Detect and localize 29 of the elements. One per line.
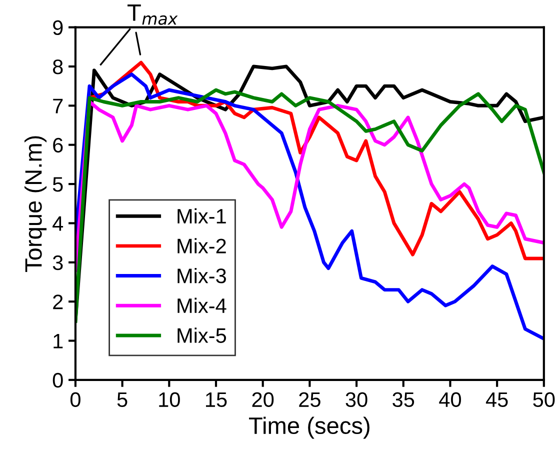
x-axis-title: Time (secs) [249,416,370,439]
y-tick-label: 3 [52,255,63,270]
y-tick-label: 1 [54,334,63,348]
y-tick-label: 6 [53,138,63,153]
y-axis-title: Torque (N.m) [24,136,47,272]
x-tick-label: 15 [206,392,227,408]
legend-label: Mix-3 [178,268,226,284]
x-tick-label: 0 [70,392,80,408]
y-tick-label: 2 [53,294,63,310]
x-tick-label: 25 [299,392,320,408]
legend-label: Mix-4 [178,298,226,313]
annotation: T$_{max}$ [128,4,178,25]
y-tick-label: 7 [53,98,63,114]
x-tick-label: 35 [392,392,414,408]
y-tick-label: 4 [52,216,64,231]
legend-label: Mix-2 [178,238,226,254]
x-tick-label: 5 [117,392,128,408]
x-tick-label: 30 [346,392,368,408]
x-tick-label: 20 [252,392,274,408]
x-tick-label: 40 [439,392,461,408]
y-tick-label: 0 [52,372,63,388]
y-tick-label: 5 [52,177,63,192]
y-tick-label: 8 [52,59,63,74]
legend-label: Mix-1 [178,208,226,224]
x-tick-label: 10 [159,392,180,408]
x-tick-label: 50 [533,392,555,408]
legend-label: Mix-5 [178,328,226,343]
x-tick-label: 45 [486,392,508,408]
y-tick-label: 9 [53,20,63,36]
